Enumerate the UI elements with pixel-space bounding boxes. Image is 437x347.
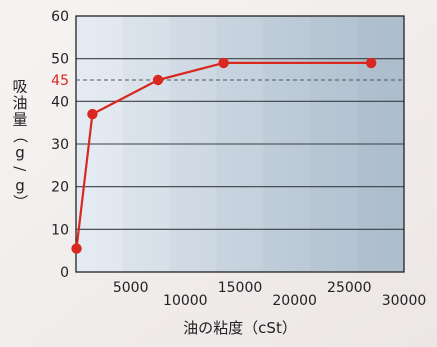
y-axis-label-char: 油 (12, 94, 27, 112)
y-tick-label: 10 (51, 222, 69, 238)
reference-line-group: 45 (51, 73, 404, 89)
x-tick-label: 10000 (163, 293, 208, 309)
data-point (218, 57, 229, 69)
y-tick-label: 50 (51, 52, 69, 68)
plot-frame (75, 15, 405, 273)
x-tick-label: 15000 (218, 280, 263, 296)
x-tick-label: 30000 (382, 293, 427, 309)
y-tick-label: 0 (60, 265, 69, 281)
data-point (366, 57, 377, 69)
data-points (71, 57, 377, 254)
data-point (87, 108, 98, 120)
y-axis-label-char: 吸 (12, 77, 27, 95)
x-tick-labels: 5000 10000 15000 20000 25000 30000 (113, 280, 426, 309)
x-tick-label: 20000 (272, 293, 317, 309)
data-point (152, 74, 164, 86)
x-tick-label: 25000 (327, 280, 372, 296)
y-axis-label-char: g (15, 176, 25, 194)
y-axis-label-char: （ (11, 128, 29, 143)
y-tick-label: 30 (51, 137, 69, 153)
gridlines (76, 58, 404, 230)
y-axis-label-char: 量 (12, 110, 27, 128)
data-point (71, 243, 82, 254)
x-tick-label: 5000 (113, 280, 149, 296)
y-tick-label: 20 (51, 180, 69, 196)
reference-label: 45 (51, 73, 69, 89)
y-tick-label: 40 (51, 94, 69, 110)
y-axis-label-char: ） (11, 194, 29, 209)
y-axis-label-char: / (11, 166, 29, 172)
y-tick-labels: 0 10 20 30 40 50 60 (51, 9, 69, 281)
x-axis-label: 油の粘度（cSt） (183, 319, 297, 337)
y-tick-label: 60 (51, 9, 69, 25)
y-axis-label-char: g (15, 143, 25, 161)
y-axis-label: 吸油量（g/g） (11, 77, 29, 209)
